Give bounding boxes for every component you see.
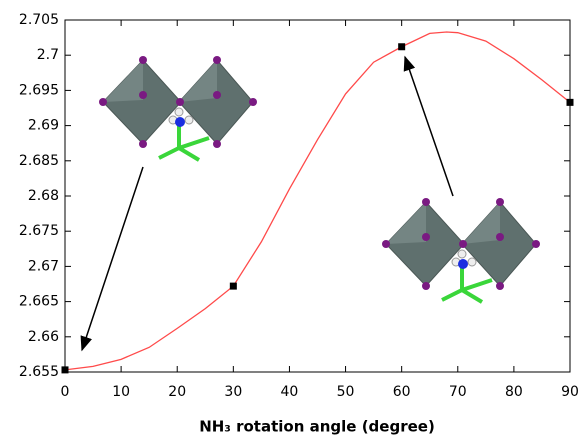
x-tick-label: 90: [561, 384, 579, 400]
y-tick-label: 2.7: [37, 47, 59, 63]
data-point: [567, 99, 574, 106]
data-point: [230, 283, 237, 290]
y-tick-label: 2.665: [19, 294, 59, 310]
x-tick-label: 80: [505, 384, 523, 400]
y-tick-label: 2.66: [28, 329, 59, 345]
x-tick-label: 30: [224, 384, 242, 400]
x-tick-label: 10: [112, 384, 130, 400]
y-tick-label: 2.655: [19, 364, 59, 380]
x-axis-label: NH₃ rotation angle (degree): [199, 418, 435, 436]
x-tick-label: 70: [449, 384, 467, 400]
chart: NH₃ rotation angle (degree) 2.655 2.66 2.6…: [0, 0, 581, 436]
x-tick-label: 50: [337, 384, 355, 400]
data-point: [398, 43, 405, 50]
y-tick-label: 2.69: [28, 118, 59, 134]
molecule-illustration: [99, 56, 257, 160]
y-tick-label: 2.705: [19, 12, 59, 28]
molecule-illustration: [382, 198, 540, 302]
y-tick-label: 2.68: [28, 188, 59, 204]
y-tick-label: 2.675: [19, 223, 59, 239]
x-tick-label: 40: [281, 384, 299, 400]
arrow: [405, 57, 453, 196]
x-tick-label: 60: [393, 384, 411, 400]
x-tick-label: 20: [168, 384, 186, 400]
arrow: [82, 167, 143, 350]
x-tick-label: 0: [61, 384, 70, 400]
y-tick-label: 2.685: [19, 153, 59, 169]
y-tick-label: 2.695: [19, 82, 59, 98]
data-point: [62, 366, 69, 373]
y-tick-label: 2.67: [28, 258, 59, 274]
